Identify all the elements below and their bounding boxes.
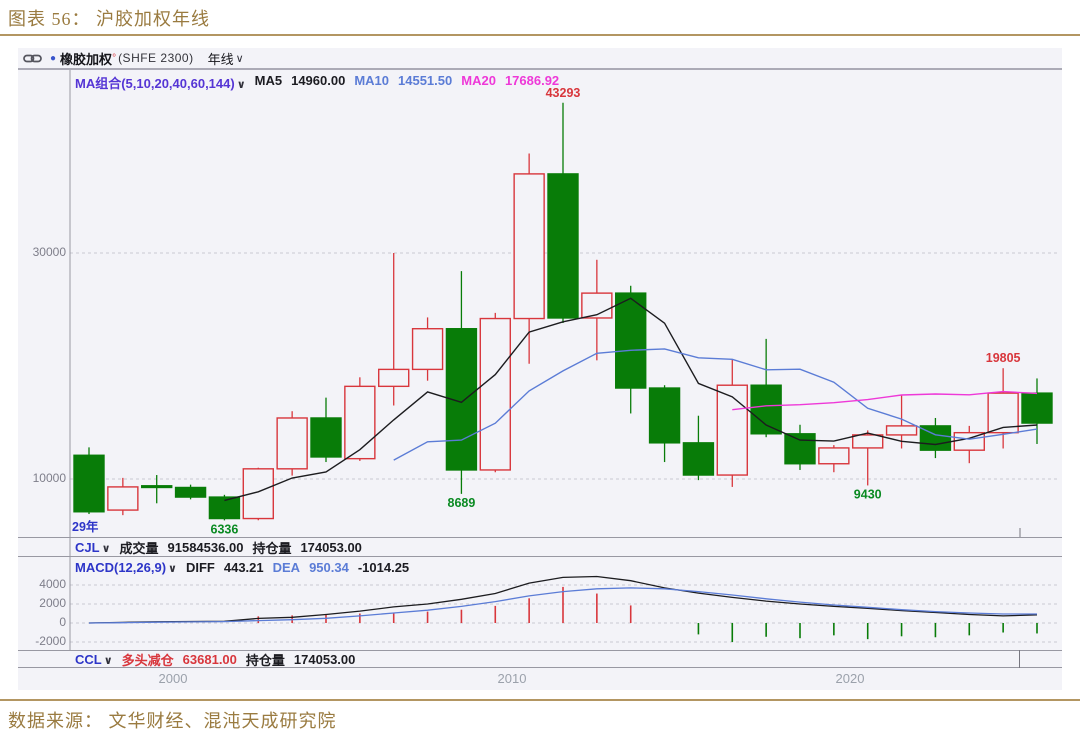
ma-settings[interactable]: MA组合(5,10,20,40,60,144) ∨ (75, 76, 246, 91)
link-icon[interactable] (23, 53, 42, 64)
instrument-toolbar: ● 橡胶加权 ° (SHFE 2300) 年线 ∨ (18, 48, 1062, 70)
ma-chevron-icon: ∨ (236, 79, 246, 91)
instrument-dot-icon: ● (50, 52, 57, 64)
instrument-code: (SHFE 2300) (118, 51, 194, 65)
ccl-selector[interactable]: CCL ∨ (75, 651, 113, 667)
diff-label: DIFF (185, 560, 215, 575)
ccl-action-value: 63681.00 (182, 651, 237, 667)
candle-1997 (73, 454, 105, 513)
y-axis-label-10000: 10000 (32, 471, 66, 485)
cjl-chevron-icon: ∨ (101, 542, 111, 555)
candle-2005 (344, 385, 376, 460)
candle-2015 (682, 442, 715, 476)
ccl-oi-label: 持仓量 (245, 652, 285, 668)
candle-2017 (750, 384, 782, 435)
candle-2010 (513, 173, 545, 320)
x-axis-label-2010: 2010 (497, 671, 527, 686)
y-axis-label-30000: 30000 (32, 245, 66, 259)
ccl-indicator-bar: CCL ∨ 多头减仓 63681.00 持仓量 174053.00 (18, 650, 1062, 668)
instrument-name[interactable]: 橡胶加权 (60, 51, 113, 67)
macd-selector[interactable]: MACD(12,26,9) ∨ (75, 560, 177, 575)
ccl-chevron-icon: ∨ (103, 654, 113, 667)
x-axis-label-2020: 2020 (835, 671, 865, 686)
ma20-value: 17686.92 (504, 73, 560, 88)
footer-divider (0, 699, 1080, 701)
macd-header: MACD(12,26,9) ∨ DIFF 443.21 DEA 950.34 -1… (18, 559, 1062, 576)
candle-2009 (479, 317, 511, 471)
candle-2006 (378, 368, 410, 388)
candle-2012 (581, 292, 613, 319)
bar-count-label: 29年 (72, 520, 99, 534)
instrument-flag: ° (112, 52, 117, 64)
ccl-action-label: 多头减仓 (121, 652, 174, 668)
candle-2003 (276, 417, 308, 470)
diff-line (88, 575, 1038, 624)
candle-2001 (208, 496, 241, 520)
candle-2019 (818, 447, 850, 465)
candle-2007 (411, 328, 444, 371)
period-chevron-icon[interactable]: ∨ (235, 52, 244, 65)
volume-label: 成交量 (119, 540, 159, 556)
ma20-label: MA20 (461, 73, 496, 88)
ma10-line (393, 348, 1038, 461)
diff-value: 443.21 (223, 560, 264, 575)
open-interest-label: 持仓量 (252, 540, 292, 556)
candle-2000 (174, 486, 207, 498)
ma-header: MA组合(5,10,20,40,60,144) ∨ MA5 14960.00 MA… (75, 73, 559, 92)
annotation-9430: 9430 (854, 487, 882, 501)
ma5-value: 14960.00 (291, 73, 346, 88)
candle-2025 (1021, 392, 1053, 424)
candle-2020 (852, 434, 884, 449)
candle-2004 (310, 417, 342, 458)
year-tick (1019, 650, 1020, 668)
ma5-label: MA5 (254, 73, 283, 88)
macd-chevron-icon: ∨ (168, 563, 177, 575)
data-source: 数据来源： 文华财经、混沌天成研究院 (8, 711, 337, 731)
volume-value: 91584536.00 (167, 539, 244, 555)
candle-2011 (547, 173, 579, 319)
candle-2002 (242, 468, 274, 520)
candle-2013 (615, 292, 647, 389)
candle-2021 (885, 425, 918, 436)
annotation-8689: 8689 (448, 496, 476, 510)
annotation-19805: 19805 (986, 351, 1021, 365)
ccl-oi-value: 174053.00 (293, 651, 356, 667)
macd-axis-0: 0 (59, 615, 66, 629)
chart-canvas[interactable]: 43293 19805 6336 8689 9430 (18, 48, 1062, 690)
figure-title: 图表 56： 沪胶加权年线 (8, 9, 210, 29)
dea-value: 950.34 (309, 560, 349, 575)
open-interest-value: 174053.00 (300, 539, 362, 555)
ma20-line (732, 390, 1038, 411)
macd-axis-neg2000: -2000 (35, 634, 66, 648)
volume-indicator-bar: CJL ∨ 成交量 91584536.00 持仓量 174053.00 (18, 537, 1062, 557)
macd-axis-2000: 2000 (39, 596, 66, 610)
period-selector[interactable]: 年线 (207, 51, 234, 67)
candle-2014 (648, 387, 681, 444)
cjl-selector[interactable]: CJL ∨ (75, 539, 111, 555)
macd-bar-value: -1014.25 (357, 560, 410, 575)
annotation-43293: 43293 (546, 86, 581, 100)
candle-1998 (107, 486, 139, 511)
chart-widget: 43293 19805 6336 8689 9430 ● 橡胶加权 ° (SHFE 23… (18, 48, 1062, 690)
ma5-line (224, 297, 1038, 502)
candle-2016 (716, 384, 748, 476)
candle-1999 (141, 485, 173, 489)
dea-label: DEA (272, 560, 301, 575)
ma10-label: MA10 (354, 73, 390, 88)
title-divider (0, 34, 1080, 36)
annotation-6336: 6336 (211, 522, 239, 536)
x-axis-label-2000: 2000 (158, 671, 188, 686)
dea-line (88, 587, 1037, 624)
macd-axis-4000: 4000 (39, 577, 66, 591)
ma10-value: 14551.50 (398, 73, 453, 88)
candle-2018 (784, 433, 816, 465)
